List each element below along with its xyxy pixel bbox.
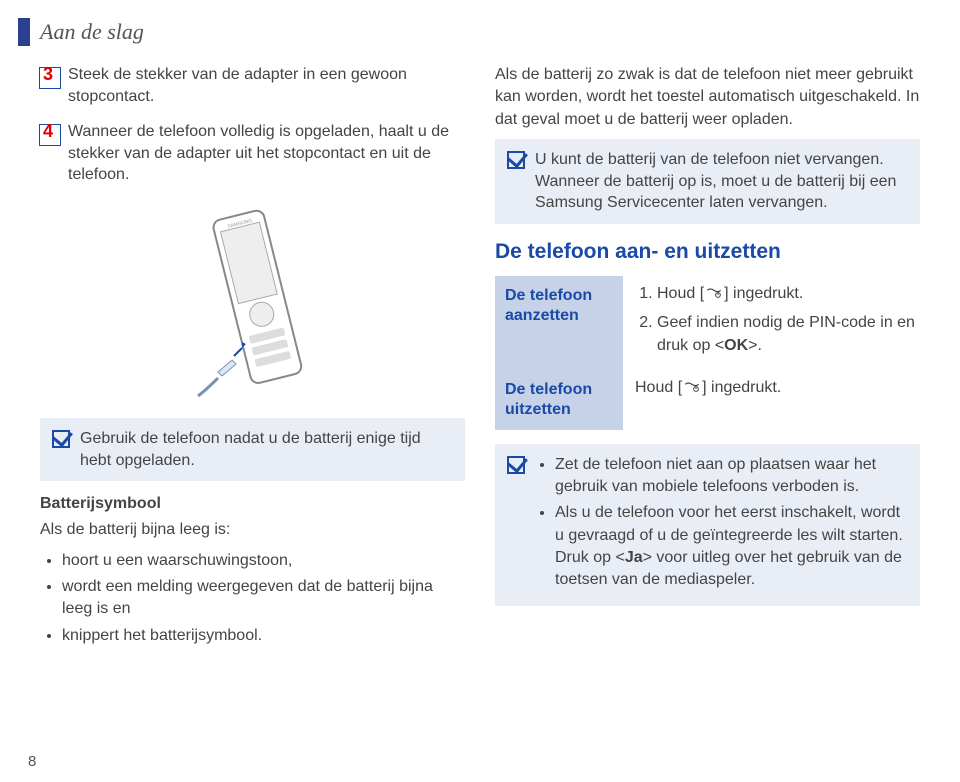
turn-on-step-2: Geef indien nodig de PIN-code in en druk… [657, 311, 920, 357]
check-icon [507, 456, 525, 474]
tip-startup-notes: Zet de telefoon niet aan op plaatsen waa… [495, 444, 920, 606]
turn-on-step-1: Houd [] ingedrukt. [657, 282, 920, 305]
turn-on-row: De telefoon aanzetten Houd [] ingedrukt.… [495, 276, 920, 370]
turn-off-row: De telefoon uitzetten Houd [] ingedrukt. [495, 370, 920, 430]
tip-charge-before-use: Gebruik de telefoon nadat u de batterij … [40, 418, 465, 481]
tip-battery-nonreplaceable: U kunt de batterij van de telefoon niet … [495, 139, 920, 224]
step-3: 3 Steek de stekker van de adapter in een… [40, 64, 465, 107]
power-icon [706, 283, 722, 295]
check-icon [507, 151, 525, 169]
tip-first-startup: Als u de telefoon voor het eerst inschak… [555, 502, 908, 592]
battery-low-intro: Als de batterij bijna leeg is: [40, 519, 465, 541]
tip-battery-text: U kunt de batterij van de telefoon niet … [535, 149, 908, 214]
battery-bullet-2: wordt een melding weergegeven dat de bat… [62, 576, 465, 621]
turn-off-label: De telefoon uitzetten [495, 370, 623, 430]
tip-charge-text: Gebruik de telefoon nadat u de batterij … [80, 428, 453, 471]
tip-prohibited-areas: Zet de telefoon niet aan op plaatsen waa… [555, 454, 908, 499]
step-3-text: Steek de stekker van de adapter in een g… [68, 64, 465, 107]
battery-autoshutdown-text: Als de batterij zo zwak is dat de telefo… [495, 64, 920, 131]
step-4: 4 Wanneer de telefoon volledig is opgela… [40, 121, 465, 186]
right-column: Als de batterij zo zwak is dat de telefo… [495, 64, 920, 651]
battery-low-bullets: hoort u een waarschuwingstoon, wordt een… [40, 550, 465, 648]
check-icon [52, 430, 70, 448]
turn-off-text: Houd [] ingedrukt. [623, 370, 920, 430]
turn-on-steps: Houd [] ingedrukt. Geef indien nodig de … [623, 276, 920, 370]
power-on-off-heading: De telefoon aan- en uitzetten [495, 240, 920, 264]
header-accent-bar [18, 18, 30, 46]
page-number: 8 [28, 753, 36, 770]
battery-bullet-1: hoort u een waarschuwingstoon, [62, 550, 465, 572]
left-column: 3 Steek de stekker van de adapter in een… [40, 64, 465, 651]
power-icon [684, 377, 700, 389]
turn-on-label: De telefoon aanzetten [495, 276, 623, 370]
step-number-3: 3 [36, 64, 60, 88]
step-number-4: 4 [36, 121, 60, 145]
phone-illustration: SAMSUNG [40, 200, 465, 400]
tip-startup-list: Zet de telefoon niet aan op plaatsen waa… [535, 454, 908, 596]
page-header: Aan de slag [18, 18, 920, 46]
page-title: Aan de slag [40, 19, 144, 45]
battery-bullet-3: knippert het batterijsymbool. [62, 625, 465, 647]
step-4-text: Wanneer de telefoon volledig is opgelade… [68, 121, 465, 186]
battery-symbol-heading: Batterijsymbool [40, 495, 465, 513]
